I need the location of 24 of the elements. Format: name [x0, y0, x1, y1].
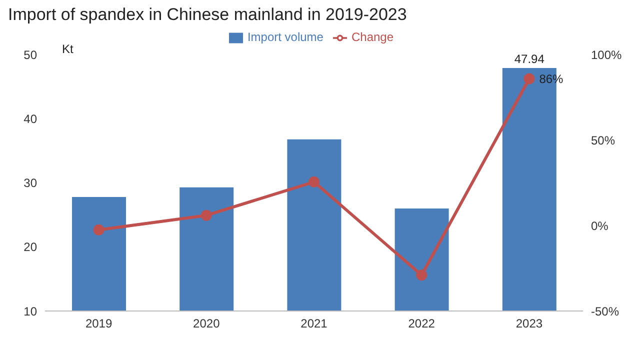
x-tick-label: 2023 [516, 316, 543, 331]
x-tick-label: 2019 [85, 316, 112, 331]
legend-label: Change [351, 30, 394, 44]
x-tick-label: 2021 [300, 316, 328, 331]
x-tick-label: 2020 [193, 316, 220, 331]
data-label: 47.94 [514, 52, 545, 66]
y2-tick-label: 100% [591, 48, 622, 62]
y2-tick-label: -50% [591, 304, 620, 318]
y-axis-title: Kt [62, 42, 74, 56]
y-tick-label: 10 [24, 304, 38, 318]
y2-tick-label: 50% [591, 133, 616, 148]
legend-label: Import volume [247, 30, 324, 44]
point [416, 270, 428, 281]
y-tick-label: 20 [24, 240, 38, 254]
point [200, 210, 212, 221]
y-tick-label: 50 [24, 48, 38, 62]
y-tick-label: 30 [24, 176, 38, 190]
point [524, 73, 535, 84]
y2-tick-label: 0% [591, 218, 609, 233]
point [93, 224, 104, 236]
x-tick-label: 2022 [408, 316, 436, 331]
chart-title: Import of spandex in Chinese mainland in 2019-2023 [8, 5, 407, 25]
point [308, 176, 320, 188]
y-tick-label: 40 [24, 112, 38, 126]
